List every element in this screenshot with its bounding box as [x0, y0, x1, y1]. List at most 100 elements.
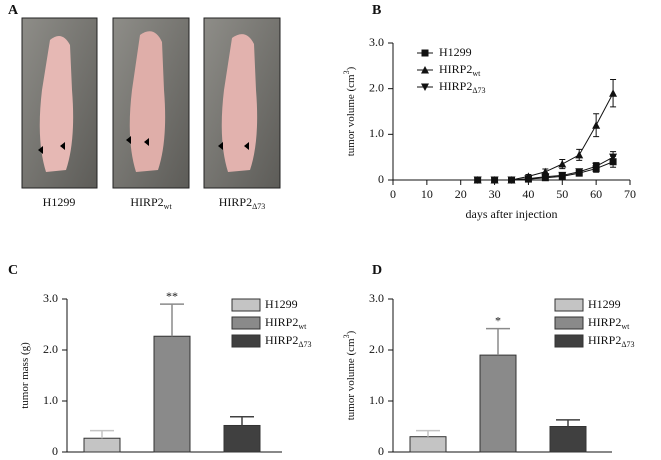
error-bar	[556, 419, 580, 427]
error-bar	[90, 429, 114, 439]
bar	[223, 424, 261, 453]
x-tick-label: 70	[624, 187, 636, 201]
x-tick-label: 50	[556, 187, 568, 201]
legend-label-sub: Δ73	[472, 86, 485, 95]
legend-label: HIRP2wt	[265, 315, 307, 331]
bar	[83, 437, 121, 453]
y-tick-label: 0	[378, 172, 384, 186]
legend-label: HIRP2Δ73	[265, 333, 312, 349]
marker	[507, 176, 516, 184]
y-axis-label-text: )	[345, 330, 357, 334]
legend-swatch	[554, 298, 584, 312]
photo-caption: H1299	[43, 195, 76, 209]
legend-label-sub: Δ73	[298, 340, 311, 349]
x-tick-label: 20	[455, 187, 467, 201]
legend-label-text: HIRP2	[439, 79, 472, 93]
legend-label-text: H1299	[265, 297, 298, 311]
legend-swatch	[554, 316, 584, 330]
y-tick-label: 1.0	[369, 126, 384, 140]
legend-marker	[421, 66, 429, 74]
legend-label: H1299	[265, 297, 298, 311]
legend-label-text: HIRP2	[588, 315, 621, 329]
bar	[479, 354, 517, 453]
y-axis-label: tumor mass (g)	[19, 342, 31, 409]
y-tick-label: 3.0	[369, 291, 384, 305]
y-axis-label-text: tumor mass (g)	[19, 342, 31, 409]
legend-label: HIRP2wt	[439, 62, 481, 78]
annotation: **	[166, 289, 178, 303]
y-axis-label-text: tumor volume (cm	[345, 74, 357, 156]
photo-caption-sub: Δ73	[252, 202, 265, 211]
panel-label: B	[372, 3, 381, 18]
legend-swatch	[231, 316, 261, 330]
y-tick-label: 2.0	[43, 342, 58, 356]
legend-swatch	[231, 298, 261, 312]
photo-caption-sub: wt	[164, 202, 173, 211]
legend-label: H1299	[439, 45, 472, 59]
panel-label: A	[8, 3, 19, 18]
y-tick-label: 2.0	[369, 342, 384, 356]
photo-caption-text: HIRP2	[219, 195, 252, 209]
y-axis-label: tumor volume (cm3)	[342, 66, 357, 156]
y-tick-label: 0	[52, 444, 58, 458]
photo	[203, 17, 281, 189]
x-axis-label: days after injection	[466, 207, 558, 221]
photo	[21, 17, 98, 189]
legend-label: H1299	[588, 297, 621, 311]
photo-caption-text: H1299	[43, 195, 76, 209]
photo-caption: HIRP2wt	[130, 195, 172, 211]
x-tick-label: 10	[421, 187, 433, 201]
annotation: *	[495, 313, 501, 327]
legend-marker	[421, 49, 429, 57]
marker	[592, 121, 601, 129]
marker	[575, 168, 584, 176]
legend-label-text: H1299	[439, 45, 472, 59]
y-tick-label: 3.0	[369, 35, 384, 49]
bar	[549, 426, 587, 453]
legend-label-text: H1299	[588, 297, 621, 311]
marker	[609, 153, 618, 162]
marker	[609, 89, 618, 97]
marker	[541, 173, 550, 181]
y-axis-label-text: )	[345, 66, 357, 70]
legend-label-text: HIRP2	[265, 333, 298, 347]
y-axis-label-text: tumor volume (cm	[345, 338, 357, 420]
marker	[558, 171, 567, 180]
marker	[524, 175, 533, 183]
panel-label: D	[372, 263, 382, 278]
error-bar	[416, 429, 440, 437]
x-tick-label: 40	[522, 187, 534, 201]
legend-label-sub: wt	[298, 322, 307, 331]
bar	[409, 436, 447, 453]
marker	[592, 162, 601, 171]
photo-caption: HIRP2Δ73	[219, 195, 266, 211]
x-tick-label: 0	[390, 187, 396, 201]
legend-swatch	[554, 334, 584, 348]
x-tick-label: 60	[590, 187, 602, 201]
y-axis-label-sup: 3	[342, 70, 351, 74]
legend-label-sub: Δ73	[621, 340, 634, 349]
legend-label-sub: wt	[472, 69, 481, 78]
legend-label-text: HIRP2	[588, 333, 621, 347]
y-axis-label-sup: 3	[342, 334, 351, 338]
marker	[490, 176, 499, 184]
y-tick-label: 1.0	[369, 393, 384, 407]
legend-label: HIRP2Δ73	[588, 333, 635, 349]
legend-label: HIRP2Δ73	[439, 79, 486, 95]
y-axis-label: tumor volume (cm3)	[342, 330, 357, 420]
panel-label: C	[8, 263, 18, 278]
legend-label-text: HIRP2	[439, 62, 472, 76]
legend-label: HIRP2wt	[588, 315, 630, 331]
legend-label-text: HIRP2	[265, 315, 298, 329]
error-bar	[160, 303, 184, 337]
legend-label-sub: wt	[621, 322, 630, 331]
marker	[575, 150, 584, 159]
error-bar	[230, 416, 254, 426]
error-bar	[486, 327, 510, 356]
bar	[153, 335, 191, 453]
photo-caption-text: HIRP2	[130, 195, 163, 209]
y-tick-label: 1.0	[43, 393, 58, 407]
x-tick-label: 30	[489, 187, 501, 201]
marker	[558, 160, 567, 168]
